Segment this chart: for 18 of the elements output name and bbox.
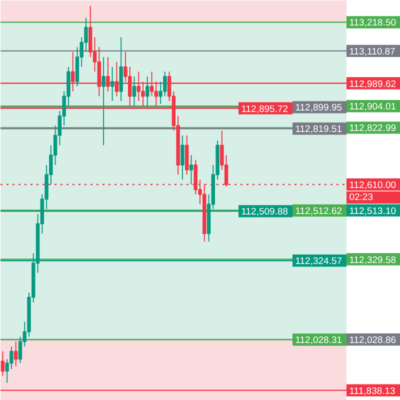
text: 02:23 — [349, 192, 373, 203]
ref-line-label: 113,218.50 — [349, 18, 396, 29]
ref-line-label: 112,989.62 — [349, 78, 396, 90]
ref-line-label: 112,329.58 — [349, 254, 396, 266]
ref-line-label: 112,513.10 — [349, 206, 396, 217]
ref-line-label: 112,324.57 — [295, 256, 342, 268]
ref-line-label: 112,512.62 — [295, 206, 342, 217]
ref-line-label: 112,895.72 — [241, 104, 288, 115]
ref-line-label: 112,904.01 — [349, 102, 396, 113]
ref-line-label: 112,819.51 — [295, 124, 342, 136]
ref-line-label: 112,028.86 — [349, 334, 396, 346]
ref-line-label: 112,822.99 — [349, 123, 396, 134]
ref-line-label: 113,110.87 — [349, 46, 396, 58]
ref-line-label: 112,028.31 — [295, 335, 342, 346]
ref-line-label: 111,838.13 — [349, 386, 396, 397]
ref-line-label: 112,610.00 — [349, 180, 396, 191]
ref-line-label: 112,509.88 — [241, 206, 288, 218]
ref-line-label: 112,899.95 — [295, 102, 342, 114]
